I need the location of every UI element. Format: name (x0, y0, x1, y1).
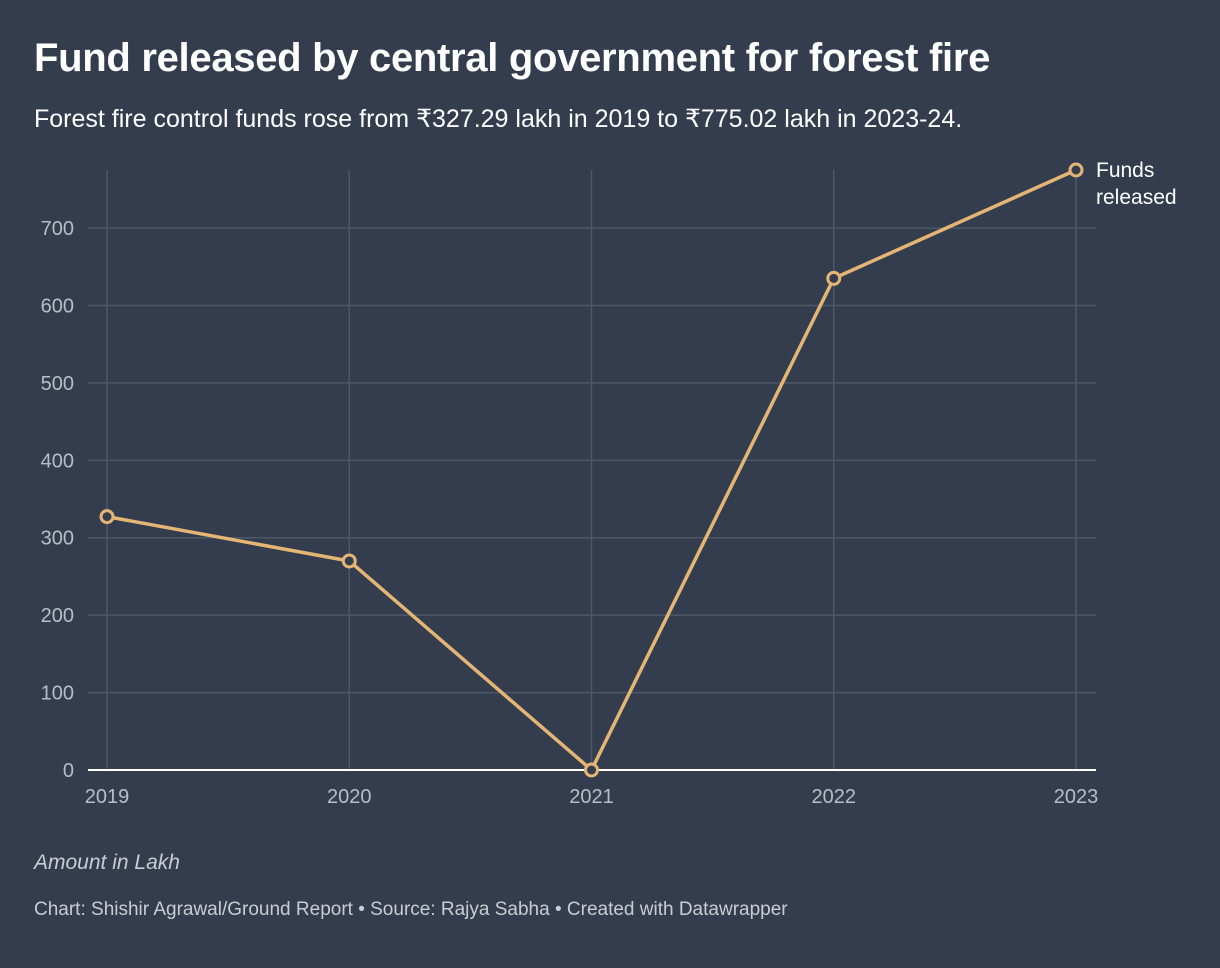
x-tick-label: 2019 (85, 786, 130, 808)
x-tick-label: 2023 (1054, 786, 1099, 808)
chart-title: Fund released by central government for … (34, 36, 991, 80)
source-credit: Chart: Shishir Agrawal/Ground Report • S… (34, 899, 788, 920)
series-label-line: released (1096, 186, 1177, 209)
x-tick-label: 2020 (327, 786, 372, 808)
y-tick-label: 300 (41, 528, 74, 550)
y-tick-label: 600 (41, 295, 74, 317)
x-tick-label: 2021 (569, 786, 614, 808)
y-tick-label: 100 (41, 683, 74, 705)
series-label: Funds released (1096, 159, 1177, 209)
y-tick-label: 500 (41, 373, 74, 395)
chart-subtitle: Forest fire control funds rose from ₹327… (34, 105, 963, 133)
unit-note: Amount in Lakh (34, 851, 180, 874)
y-tick-label: 400 (41, 450, 74, 472)
data-point (341, 553, 357, 569)
data-point (1068, 162, 1084, 178)
series-label-line: Funds (1096, 159, 1154, 182)
data-point (826, 270, 842, 286)
y-tick-label: 0 (63, 760, 74, 782)
y-tick-label: 700 (41, 218, 74, 240)
data-point (584, 762, 599, 778)
data-point (99, 509, 115, 525)
x-tick-label: 2022 (812, 786, 857, 808)
y-tick-label: 200 (41, 605, 74, 627)
